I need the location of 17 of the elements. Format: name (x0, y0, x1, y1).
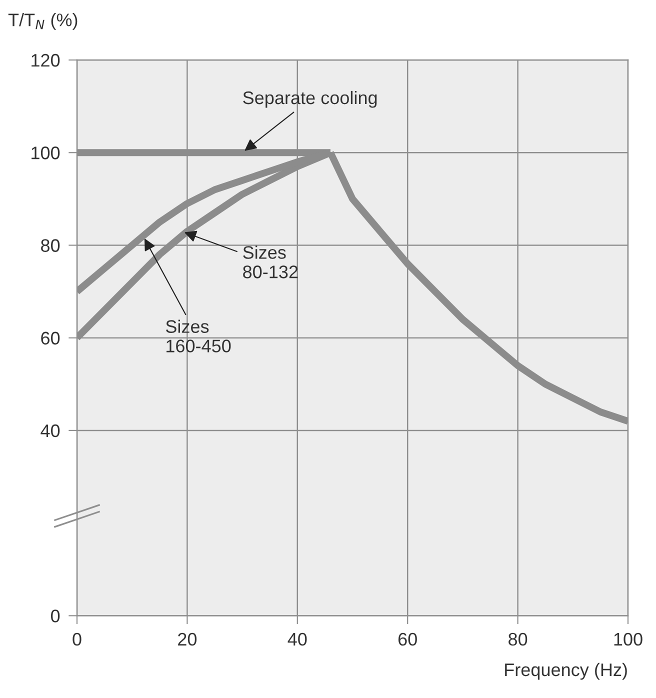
x-tick-label: 0 (72, 632, 82, 646)
y-tick-label: 60 (41, 332, 60, 345)
x-axis-title: Frequency (Hz) (505, 662, 627, 680)
x-tick-label: 40 (288, 632, 307, 646)
x-tick-label: 20 (178, 632, 197, 646)
y-tick-label: 0 (51, 610, 60, 622)
annotation: Sizes 160-450 (166, 320, 231, 352)
y-tick-label: 100 (32, 146, 60, 160)
y-tick-label: 80 (41, 239, 60, 252)
x-tick-label: 80 (508, 632, 528, 646)
y-tick-label: 120 (32, 54, 60, 67)
annotation: Sizes 80-132 (243, 246, 298, 278)
y-axis-title: T/T$_{N}$ (%) (8, 13, 78, 30)
annotation: Separate cooling (243, 90, 377, 108)
x-tick-label: 60 (398, 632, 417, 646)
x-tick-label: 100 (614, 632, 642, 646)
y-tick-label: 40 (40, 424, 60, 438)
